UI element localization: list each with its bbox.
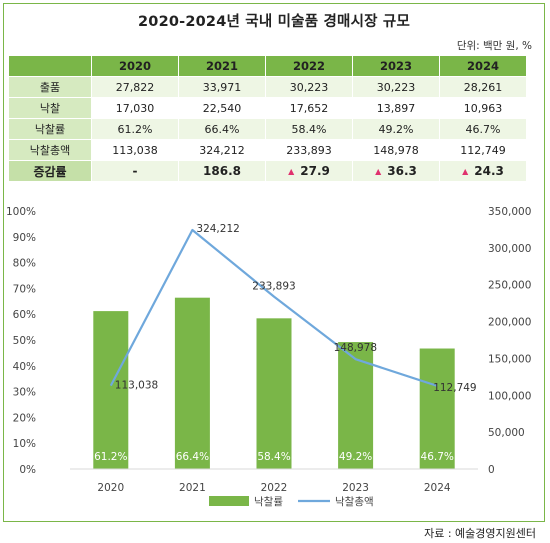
x-tick-label: 2021 [179,482,206,494]
line-data-label: 112,749 [433,382,476,394]
legend-label: 낙찰총액 [335,496,374,508]
table-cell: 46.7% [439,118,527,140]
up-triangle-icon: ▲ [288,167,295,176]
table-cell: 17,030 [91,97,179,119]
y-left-tick-label: 0% [19,464,36,476]
y-left-tick-label: 50% [13,335,36,347]
y-right-tick-label: 100,000 [488,390,531,402]
y-left-tick-label: 60% [13,309,36,321]
table-cell: 66.4% [178,118,266,140]
bar [174,297,210,469]
row-label: 증감률 [9,160,92,182]
page-title: 2020-2024년 국내 미술품 경매시장 규모 [137,14,410,30]
row-label: 낙찰 [9,97,92,119]
table-cell: 112,749 [439,139,527,161]
table-cell: 27,822 [91,76,179,98]
y-right-tick-label: 250,000 [488,280,531,292]
column-header: 2023 [352,56,440,77]
x-tick-label: 2024 [424,482,451,494]
y-right-tick-label: 300,000 [488,243,531,255]
bar [256,318,292,469]
y-left-tick-label: 80% [13,258,36,270]
table-cell: 49.2% [352,118,440,140]
x-tick-label: 2022 [261,482,288,494]
table-header-row: 2020 2021 2022 2023 2024 [9,56,527,77]
table-cell: ▲ 36.3 [352,160,440,182]
table-cell: ▲ 24.3 [439,160,527,182]
rate-value: 186.8 [203,164,241,178]
rate-value: 27.9 [300,164,330,178]
y-right-tick-label: 200,000 [488,317,531,329]
y-left-tick-label: 20% [13,412,36,424]
table-row-change-rate: 증감률 - 186.8 ▲ 27.9 ▲ 36.3 ▲ 24.3 [9,160,527,182]
table-cell: 58.4% [265,118,353,140]
table-cell: 61.2% [91,118,179,140]
bar-data-label: 49.2% [339,451,372,463]
table-cell: 13,897 [352,97,440,119]
legend-label: 낙찰률 [254,496,283,508]
line-series [109,228,438,387]
rate-value: 24.3 [474,164,504,178]
y-right-tick-label: 50,000 [488,427,525,439]
table-cell: 22,540 [178,97,266,119]
line-data-label: 233,893 [252,281,295,293]
bar-data-label: 46.7% [421,451,454,463]
table-row: 출품 27,822 33,971 30,223 30,223 28,261 [9,76,527,98]
table-cell: - [91,160,179,182]
table-cell: 30,223 [352,76,440,98]
table-cell: 113,038 [91,139,179,161]
y-left-tick-label: 10% [13,438,36,450]
bar-data-label: 61.2% [94,451,127,463]
up-triangle-icon: ▲ [462,167,469,176]
legend-bar-swatch [209,496,249,506]
table-row: 낙찰률 61.2% 66.4% 58.4% 49.2% 46.7% [9,118,527,140]
y-left-tick-label: 40% [13,361,36,373]
combo-chart: 0% 10% 20% 30% 40% 50% 60% 70% 80% 90% 100% 0 50,000… [6,206,531,508]
rate-value: - [132,164,138,178]
bar-data-label: 58.4% [257,451,290,463]
line-data-label: 324,212 [196,223,239,235]
column-header: 2021 [178,56,266,77]
x-tick-label: 2023 [342,482,369,494]
table-cell: 10,963 [439,97,527,119]
rate-value: 36.3 [387,164,417,178]
y-left-tick-label: 30% [13,387,36,399]
table-cell: ▲ 27.9 [265,160,353,182]
unit-note: 단위: 백만 원, % [456,40,532,52]
chart-frame: 2020-2024년 국내 미술품 경매시장 규모 단위: 백만 원, % [3,3,545,522]
line-data-label: 113,038 [115,380,158,392]
table-cell: 30,223 [265,76,353,98]
table-cell: 324,212 [178,139,266,161]
table-cell: 233,893 [265,139,353,161]
up-triangle-icon: ▲ [375,167,382,176]
line-data-label: 148,978 [334,342,377,354]
table-row: 낙찰총액 113,038 324,212 233,893 148,978 112… [9,139,527,161]
table-cell: 148,978 [352,139,440,161]
bar [93,311,129,469]
table-cell: 33,971 [178,76,266,98]
table-cell: 17,652 [265,97,353,119]
row-label: 낙찰률 [9,118,92,140]
y-right-tick-label: 350,000 [488,206,531,218]
y-right-tick-label: 0 [488,464,495,476]
y-left-tick-label: 70% [13,283,36,295]
bar [338,342,374,469]
y-left-tick-label: 100% [6,206,36,218]
x-tick-label: 2020 [97,482,124,494]
bar [419,348,455,469]
source-note: 자료 : 예술경영지원센터 [424,527,536,540]
column-header: 2022 [265,56,353,77]
y-right-tick-label: 150,000 [488,353,531,365]
table-row: 낙찰 17,030 22,540 17,652 13,897 10,963 [9,97,527,119]
column-header: 2024 [439,56,527,77]
bar-data-label: 66.4% [176,451,209,463]
column-header: 2020 [91,56,179,77]
table-cell: 28,261 [439,76,527,98]
table-cell: 186.8 [178,160,266,182]
data-table: 2020 2021 2022 2023 2024 출품 27,822 33,97… [9,56,527,182]
row-label: 낙찰총액 [9,139,92,161]
table-corner [9,56,92,77]
y-left-tick-label: 90% [13,232,36,244]
row-label: 출품 [9,76,92,98]
